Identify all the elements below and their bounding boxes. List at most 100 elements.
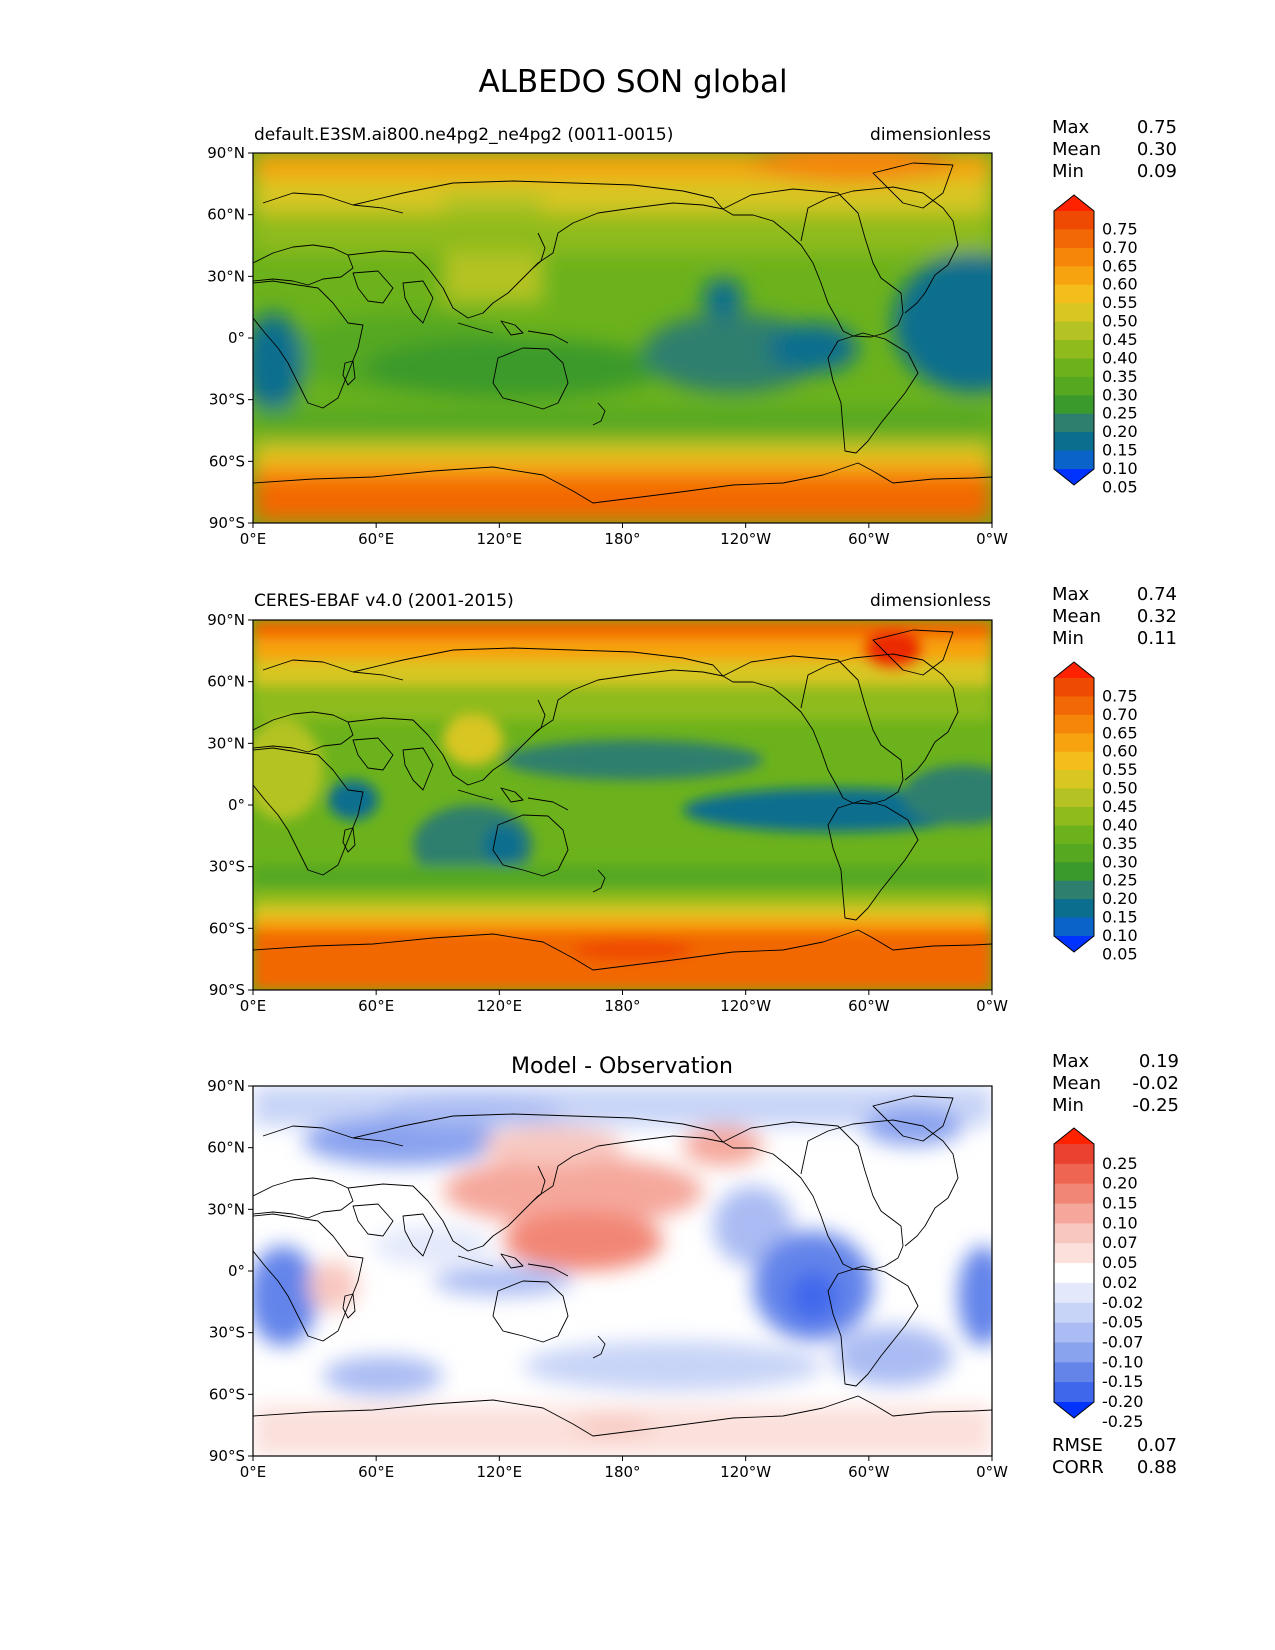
colorbar-label: 0.35	[1102, 834, 1138, 853]
stat-corr-value: 0.88	[1137, 1457, 1177, 1478]
lon-tick-label: 180°	[604, 997, 640, 1015]
stat-mean-label: Mean	[1052, 1073, 1101, 1094]
panel-units: dimensionless	[870, 591, 991, 611]
colorbar-segment	[1054, 340, 1094, 359]
colorbar-segment	[1054, 1163, 1094, 1185]
colorbar-label: 0.75	[1102, 686, 1138, 705]
colorbar-label: -0.05	[1102, 1313, 1143, 1332]
stat-max-label: Max	[1052, 584, 1090, 605]
lat-tick-label: 60°N	[207, 673, 245, 691]
colorbar-segment	[1054, 696, 1094, 716]
lat-tick-label: 90°N	[207, 144, 245, 162]
figure-title: ALBEDO SON global	[478, 64, 787, 100]
stat-corr-label: CORR	[1052, 1457, 1104, 1478]
colorbar-segment	[1054, 1302, 1094, 1324]
stat-max-label: Max	[1052, 117, 1090, 138]
colorbar-label: 0.05	[1102, 477, 1138, 496]
colorbar-segment	[1054, 1362, 1094, 1383]
lat-tick-label: 60°S	[209, 452, 245, 470]
panel-center-title: Model - Observation	[511, 1054, 733, 1079]
colorbar-over-triangle	[1054, 195, 1094, 211]
lat-axis: 90°N 60°N 30°N 0° 30°S 60°S 90°S	[207, 144, 253, 532]
colorbar-label: 0.60	[1102, 742, 1138, 761]
colorbar-segment	[1054, 1342, 1094, 1363]
stat-mean-label: Mean	[1052, 606, 1101, 627]
colorbar-segment	[1054, 266, 1094, 286]
colorbar-segment	[1054, 1322, 1094, 1343]
colorbar-over-triangle	[1054, 1128, 1094, 1144]
stat-mean-value: 0.30	[1137, 139, 1177, 160]
colorbar-label: 0.15	[1102, 441, 1138, 460]
colorbar-segment	[1054, 733, 1094, 753]
colorbar-label: 0.40	[1102, 815, 1138, 834]
stat-min-value: 0.09	[1137, 161, 1177, 182]
colorbar-label: 0.55	[1102, 293, 1138, 312]
colorbar-segment	[1054, 321, 1094, 341]
colorbar-label: 0.15	[1102, 908, 1138, 927]
colorbar-segment	[1054, 284, 1094, 304]
colorbar-segment	[1054, 678, 1094, 697]
lon-tick-label: 60°E	[358, 1463, 394, 1481]
colorbar-label: 0.40	[1102, 348, 1138, 367]
lon-tick-label: 120°E	[477, 997, 523, 1015]
colorbar: -0.25-0.20-0.15-0.10-0.07-0.05-0.020.020…	[1053, 1127, 1143, 1431]
colorbar-segment	[1054, 376, 1094, 396]
colorbar-label: 0.50	[1102, 779, 1138, 798]
colorbar-segment	[1054, 432, 1094, 452]
colorbar-label: 0.75	[1102, 219, 1138, 238]
colorbar-segment	[1054, 1382, 1094, 1403]
lon-tick-label: 0°W	[976, 530, 1008, 548]
colorbar-label: -0.07	[1102, 1332, 1143, 1351]
colorbar: 0.050.100.150.200.250.300.350.400.450.50…	[1053, 661, 1138, 963]
lat-axis: 90°N 60°N 30°N 0° 30°S 60°S 90°S	[207, 1077, 253, 1465]
map-field	[253, 620, 992, 990]
stat-min-label: Min	[1052, 1095, 1084, 1116]
colorbar-label: 0.25	[1102, 1154, 1138, 1173]
colorbar-label: 0.45	[1102, 330, 1138, 349]
lon-axis: 0°E 60°E 120°E 180° 120°W 60°W 0°W	[240, 1456, 1008, 1481]
colorbar-label: 0.05	[1102, 944, 1138, 963]
colorbar-label: 0.35	[1102, 367, 1138, 386]
lon-tick-label: 0°W	[976, 1463, 1008, 1481]
lat-axis: 90°N 60°N 30°N 0° 30°S 60°S 90°S	[207, 611, 253, 999]
lon-tick-label: 120°W	[720, 997, 771, 1015]
panel-observation: CERES-EBAF v4.0 (2001-2015) dimensionles…	[207, 584, 1177, 1015]
lat-tick-label: 30°N	[207, 1200, 245, 1218]
colorbar-label: -0.15	[1102, 1372, 1143, 1391]
lat-tick-label: 90°S	[209, 981, 245, 999]
colorbar-segment	[1054, 395, 1094, 415]
lat-tick-label: 30°S	[209, 391, 245, 409]
lon-tick-label: 60°W	[848, 1463, 890, 1481]
stat-min-value: -0.25	[1132, 1095, 1179, 1116]
lat-tick-label: 60°N	[207, 1139, 245, 1157]
lat-tick-label: 30°S	[209, 1324, 245, 1342]
stat-max-value: 0.19	[1139, 1051, 1179, 1072]
lat-tick-label: 0°	[228, 796, 245, 814]
colorbar-label: 0.70	[1102, 705, 1138, 724]
stat-min-label: Min	[1052, 628, 1084, 649]
stat-min-label: Min	[1052, 161, 1084, 182]
lon-tick-label: 60°E	[358, 997, 394, 1015]
stat-max-value: 0.75	[1137, 117, 1177, 138]
colorbar-label: 0.70	[1102, 238, 1138, 257]
colorbar-segment	[1054, 303, 1094, 323]
colorbar-label: -0.25	[1102, 1412, 1143, 1431]
panel-left-title: CERES-EBAF v4.0 (2001-2015)	[254, 591, 514, 611]
lon-axis: 0°E 60°E 120°E 180° 120°W 60°W 0°W	[240, 990, 1008, 1015]
panel-units: dimensionless	[870, 125, 991, 145]
lat-tick-label: 30°S	[209, 858, 245, 876]
stat-max-value: 0.74	[1137, 584, 1177, 605]
map-field	[253, 153, 992, 523]
lon-tick-label: 120°E	[477, 1463, 523, 1481]
lon-tick-label: 60°E	[358, 530, 394, 548]
colorbar-segment	[1054, 247, 1094, 267]
colorbar-label: 0.20	[1102, 422, 1138, 441]
lat-tick-label: 30°N	[207, 267, 245, 285]
colorbar-segment	[1054, 825, 1094, 845]
colorbar-segment	[1054, 917, 1094, 937]
colorbar-label: 0.25	[1102, 404, 1138, 423]
lon-tick-label: 120°W	[720, 1463, 771, 1481]
lat-tick-label: 60°S	[209, 919, 245, 937]
colorbar-segment	[1054, 229, 1094, 249]
colorbar-label: 0.10	[1102, 926, 1138, 945]
